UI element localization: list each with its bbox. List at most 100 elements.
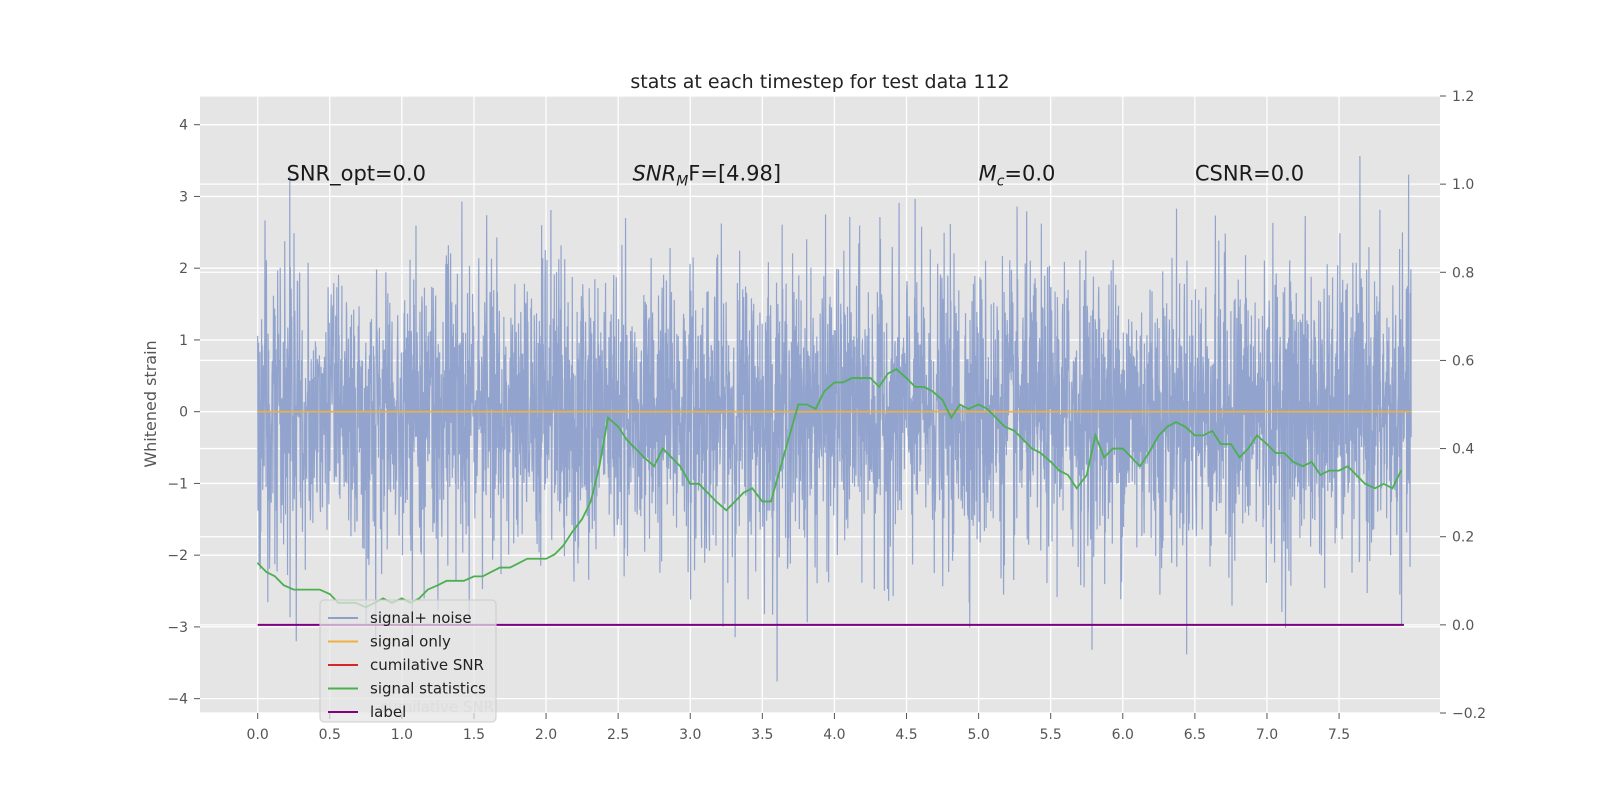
series-signal-noise-line (257, 156, 1412, 682)
series-signal-statistics-point (734, 500, 736, 503)
series-signal-statistics-point (301, 589, 303, 591)
series-signal-statistics-point (742, 492, 745, 494)
series-signal-statistics-point (401, 597, 403, 600)
series-signal-statistics-point (779, 470, 781, 472)
y-tick-label: 0 (179, 405, 188, 421)
series-signal-statistics-point (797, 403, 799, 406)
series-signal-statistics-point (1103, 456, 1105, 458)
series-signal-statistics-point (1050, 461, 1052, 463)
series-signal-statistics-point (571, 531, 573, 533)
series-signal-statistics-point (787, 439, 789, 441)
series-signal-statistics-point (1175, 421, 1177, 423)
series-signal-statistics-point (887, 373, 889, 375)
x-axis: 0.0 0.5 1.0 1.5 2.0 2.5 3.0 3.5 4.0 4.5 5.0 5.5 6.0 6… (247, 713, 1350, 743)
y-tick-label: 4 (179, 118, 188, 134)
series-signal-statistics-point (1139, 465, 1141, 467)
series-signal-statistics-point (1194, 434, 1196, 436)
series-signal-statistics-point (562, 544, 564, 547)
series-signal-statistics-point (1230, 443, 1232, 445)
x-tick-label: 7.5 (1328, 727, 1350, 743)
series-signal-statistics-point (715, 500, 717, 503)
series-signal-statistics-point (1031, 447, 1033, 450)
series-signal-statistics-point (1122, 447, 1124, 450)
series-signal-statistics-point (770, 500, 772, 503)
series-signal-statistics-point (427, 589, 429, 591)
series-signal-statistics-point (1400, 470, 1402, 472)
series-signal-statistics-point (1355, 474, 1357, 476)
legend-box (319, 599, 497, 723)
series-signal-statistics-point (1364, 483, 1366, 485)
series-signal-statistics-point (1148, 452, 1150, 454)
right-y-axis: −0.2 0.0 0.2 0.4 0.6 0.8 1.0 1.2 (1440, 89, 1486, 722)
series-signal-statistics-point (293, 589, 295, 591)
series-signal-statistics-point (1383, 483, 1385, 485)
series-signal-statistics-point (617, 425, 619, 428)
y2-tick-label: −0.2 (1452, 706, 1486, 722)
x-tick-label: 2.0 (535, 727, 557, 743)
series-signal-statistics-point (1184, 425, 1186, 428)
series-signal-statistics-point (698, 483, 700, 485)
x-tick-label: 1.0 (391, 727, 413, 743)
series-signal-statistics-point (878, 386, 880, 388)
series-signal-statistics-point (598, 465, 601, 467)
series-signal-statistics-point (1292, 461, 1294, 463)
series-signal-statistics-point (895, 368, 898, 370)
series-signal-statistics-point (751, 487, 753, 489)
series-signal-statistics-point (679, 465, 681, 467)
series-signal-statistics-point (1202, 434, 1205, 436)
series-signal-statistics-point (445, 580, 448, 582)
left-y-axis: −4 −3 −2 −1 0 1 2 3 4 (167, 118, 200, 708)
series-signal-statistics-point (941, 399, 944, 401)
series-signal-statistics-point (1266, 443, 1268, 445)
series-signal-statistics-point (1022, 439, 1024, 441)
series-signal-statistics-point (1003, 425, 1006, 428)
x-tick-label: 0.0 (247, 727, 269, 743)
y2-tick-label: 0.2 (1452, 530, 1474, 546)
series-signal-statistics-point (1040, 452, 1042, 454)
x-tick-label: 4.5 (895, 727, 917, 743)
series-signal-statistics-point (581, 518, 583, 520)
x-tick-label: 6.0 (1112, 727, 1134, 743)
y2-tick-label: 0.8 (1452, 265, 1474, 281)
series-signal-statistics-point (761, 500, 763, 503)
series-signal-statistics-point (283, 584, 285, 586)
y2-tick-label: 0.0 (1452, 618, 1474, 634)
series-signal-statistics-point (643, 456, 645, 458)
series-signal-statistics-point (842, 381, 844, 384)
y-tick-label: 2 (179, 261, 188, 277)
series-signal-statistics-point (1328, 470, 1330, 472)
series-signal-statistics-point (1014, 430, 1016, 432)
series-signal-statistics-point (382, 597, 384, 600)
y2-tick-label: 1.2 (1452, 89, 1474, 105)
series-signal-statistics-point (706, 492, 709, 494)
series-signal-statistics-point (1283, 452, 1285, 454)
series-signal-statistics-point (823, 390, 825, 392)
chart-title: stats at each timestep for test data 112 (630, 71, 1009, 93)
series-signal-statistics-point (869, 377, 872, 379)
series-signal-statistics-point (1302, 465, 1304, 467)
series-signal-statistics-point (662, 447, 664, 450)
series-signal-statistics-point (1374, 487, 1376, 489)
series-signal-statistics-point (265, 571, 267, 573)
series-signal-statistics-point (1211, 430, 1213, 432)
x-tick-label: 5.0 (967, 727, 989, 743)
series-signal-statistics-point (545, 558, 547, 560)
x-tick-label: 2.5 (607, 727, 629, 743)
series-signal-statistics-point (257, 562, 259, 564)
legend-label: cumilative SNR (370, 656, 484, 674)
series-signal-statistics-point (518, 562, 520, 564)
legend-label: signal only (370, 633, 451, 651)
series-signal-statistics-point (1058, 470, 1060, 472)
series-signal-statistics-point (418, 597, 420, 600)
annotation-text: Mc=0.0 (979, 162, 1056, 190)
annotation-text: SNR_opt=0.0 (287, 162, 427, 187)
series-signal-statistics-point (653, 465, 655, 467)
series-signal-statistics-point (310, 589, 312, 591)
series-signal-statistics-point (689, 483, 691, 485)
annotation-text: CSNR=0.0 (1195, 162, 1304, 186)
series-signal-statistics-point (1311, 461, 1313, 463)
series-signal-statistics-point (950, 417, 952, 419)
series-signal-statistics-point (535, 558, 537, 560)
